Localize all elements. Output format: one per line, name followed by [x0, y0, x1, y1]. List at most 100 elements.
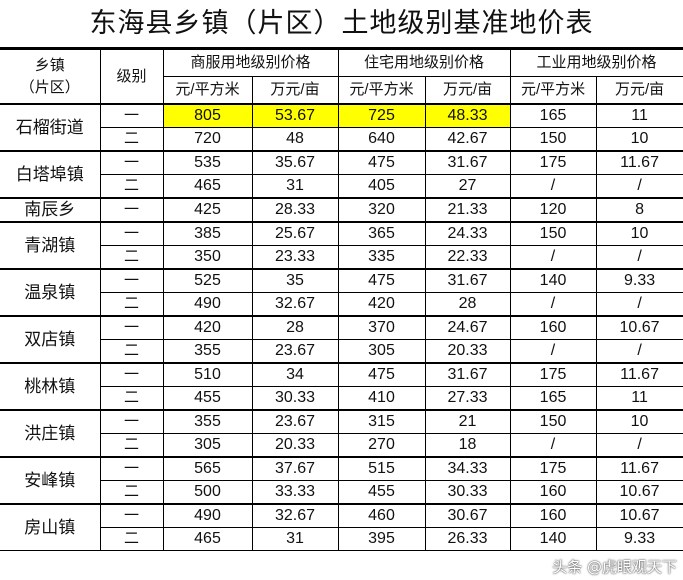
town-name: 青湖镇	[0, 221, 101, 270]
price-cell: 27.33	[424, 386, 511, 411]
price-cell: 25.67	[251, 221, 339, 246]
town-name: 石榴街道	[0, 103, 101, 152]
price-cell: 32.67	[251, 503, 339, 528]
price-cell: 510	[162, 362, 253, 387]
land-price-table: 乡镇 （片区） 级别 商服用地级别价格 住宅用地级别价格 工业用地级别价格 元/…	[0, 49, 683, 551]
price-cell: 35.67	[251, 150, 339, 175]
price-cell: 365	[337, 221, 426, 246]
price-cell: 565	[162, 456, 253, 481]
price-cell: /	[595, 174, 683, 199]
price-cell: 42.67	[424, 127, 511, 152]
price-cell: 150	[509, 127, 597, 152]
price-cell: 23.33	[251, 245, 339, 270]
price-cell: 18	[424, 433, 511, 458]
price-cell: 305	[162, 433, 253, 458]
price-cell: 34.33	[424, 456, 511, 481]
table-row: 白塔埠镇一 535 35.67 475 31.67 175 11.67	[0, 150, 683, 199]
price-cell: 490	[162, 292, 253, 317]
header-residential: 住宅用地级别价格	[337, 49, 511, 77]
price-cell: 11.67	[595, 362, 683, 387]
price-cell: 10.67	[595, 480, 683, 505]
price-cell: 370	[337, 315, 426, 340]
price-cell: 455	[162, 386, 253, 411]
table-row: 二 455 30.33 410 27.33 165 11	[0, 386, 683, 411]
price-cell: 270	[337, 433, 426, 458]
level-cell: 二	[99, 174, 164, 199]
table-row: 安峰镇一 565 37.67 515 34.33 175 11.67	[0, 456, 683, 505]
table-row: 石榴街道一 805 53.67 725 48.33 165 11	[0, 103, 683, 152]
header-unit-mu: 万元/亩	[595, 76, 683, 105]
price-cell: 31.67	[424, 150, 511, 175]
price-cell: 31	[251, 174, 339, 199]
price-cell: 30.33	[424, 480, 511, 505]
price-cell: 31.67	[424, 362, 511, 387]
town-name: 洪庄镇	[0, 409, 101, 458]
price-cell: /	[595, 339, 683, 364]
price-cell: 9.33	[595, 527, 683, 551]
price-cell: 160	[509, 503, 597, 528]
table-row: 二 490 32.67 420 28//	[0, 292, 683, 317]
price-cell: 34	[251, 362, 339, 387]
price-cell: /	[509, 339, 597, 364]
price-cell: 500	[162, 480, 253, 505]
price-cell: 23.67	[251, 339, 339, 364]
price-cell: 37.67	[251, 456, 339, 481]
header-unit-sqm: 元/平方米	[162, 76, 253, 105]
price-cell: 475	[337, 150, 426, 175]
price-cell: /	[595, 433, 683, 458]
price-cell: 425	[162, 197, 253, 223]
price-cell: 10.67	[595, 315, 683, 340]
price-cell: 150	[509, 221, 597, 246]
price-cell: 475	[337, 362, 426, 387]
header-level: 级别	[99, 49, 164, 105]
town-name: 温泉镇	[0, 268, 101, 317]
price-cell: 335	[337, 245, 426, 270]
price-cell: 320	[337, 197, 426, 223]
table-row: 二 465 31 405 27//	[0, 174, 683, 199]
level-cell: 一	[99, 221, 164, 246]
price-cell: 11	[595, 386, 683, 411]
price-cell: 720	[162, 127, 253, 152]
price-cell: 10	[595, 221, 683, 246]
price-cell: 27	[424, 174, 511, 199]
table-row: 温泉镇一 525 35 475 31.67 140 9.33	[0, 268, 683, 317]
price-cell: 9.33	[595, 268, 683, 293]
price-cell: 355	[162, 409, 253, 434]
price-cell: 465	[162, 527, 253, 551]
price-cell: 11.67	[595, 150, 683, 175]
price-cell: 640	[337, 127, 426, 152]
price-cell: 11.67	[595, 456, 683, 481]
price-cell: 20.33	[424, 339, 511, 364]
level-cell: 一	[99, 197, 164, 223]
table-row: 二 500 33.33 455 30.33 160 10.67	[0, 480, 683, 505]
town-name: 南辰乡	[0, 197, 101, 223]
price-cell: 405	[337, 174, 426, 199]
price-cell: 305	[337, 339, 426, 364]
price-cell: 31	[251, 527, 339, 551]
header-unit-sqm: 元/平方米	[509, 76, 597, 105]
header-unit-mu: 万元/亩	[251, 76, 339, 105]
price-cell: 48.33	[424, 103, 511, 128]
price-cell: 140	[509, 527, 597, 551]
price-cell: 35	[251, 268, 339, 293]
price-cell: 515	[337, 456, 426, 481]
price-cell: /	[595, 292, 683, 317]
price-cell: 175	[509, 456, 597, 481]
level-cell: 一	[99, 503, 164, 528]
price-cell: /	[595, 245, 683, 270]
price-cell: 725	[337, 103, 426, 128]
price-cell: /	[509, 174, 597, 199]
price-cell: 28	[251, 315, 339, 340]
price-cell: 30.67	[424, 503, 511, 528]
price-cell: 160	[509, 315, 597, 340]
price-cell: 28.33	[251, 197, 339, 223]
price-cell: 420	[162, 315, 253, 340]
level-cell: 一	[99, 315, 164, 340]
price-cell: /	[509, 292, 597, 317]
level-cell: 二	[99, 527, 164, 551]
price-cell: 535	[162, 150, 253, 175]
table-row: 双店镇一 420 28 370 24.67 160 10.67	[0, 315, 683, 364]
level-cell: 二	[99, 339, 164, 364]
table-row: 青湖镇一 385 25.67 365 24.33 150 10	[0, 221, 683, 270]
level-cell: 二	[99, 127, 164, 152]
